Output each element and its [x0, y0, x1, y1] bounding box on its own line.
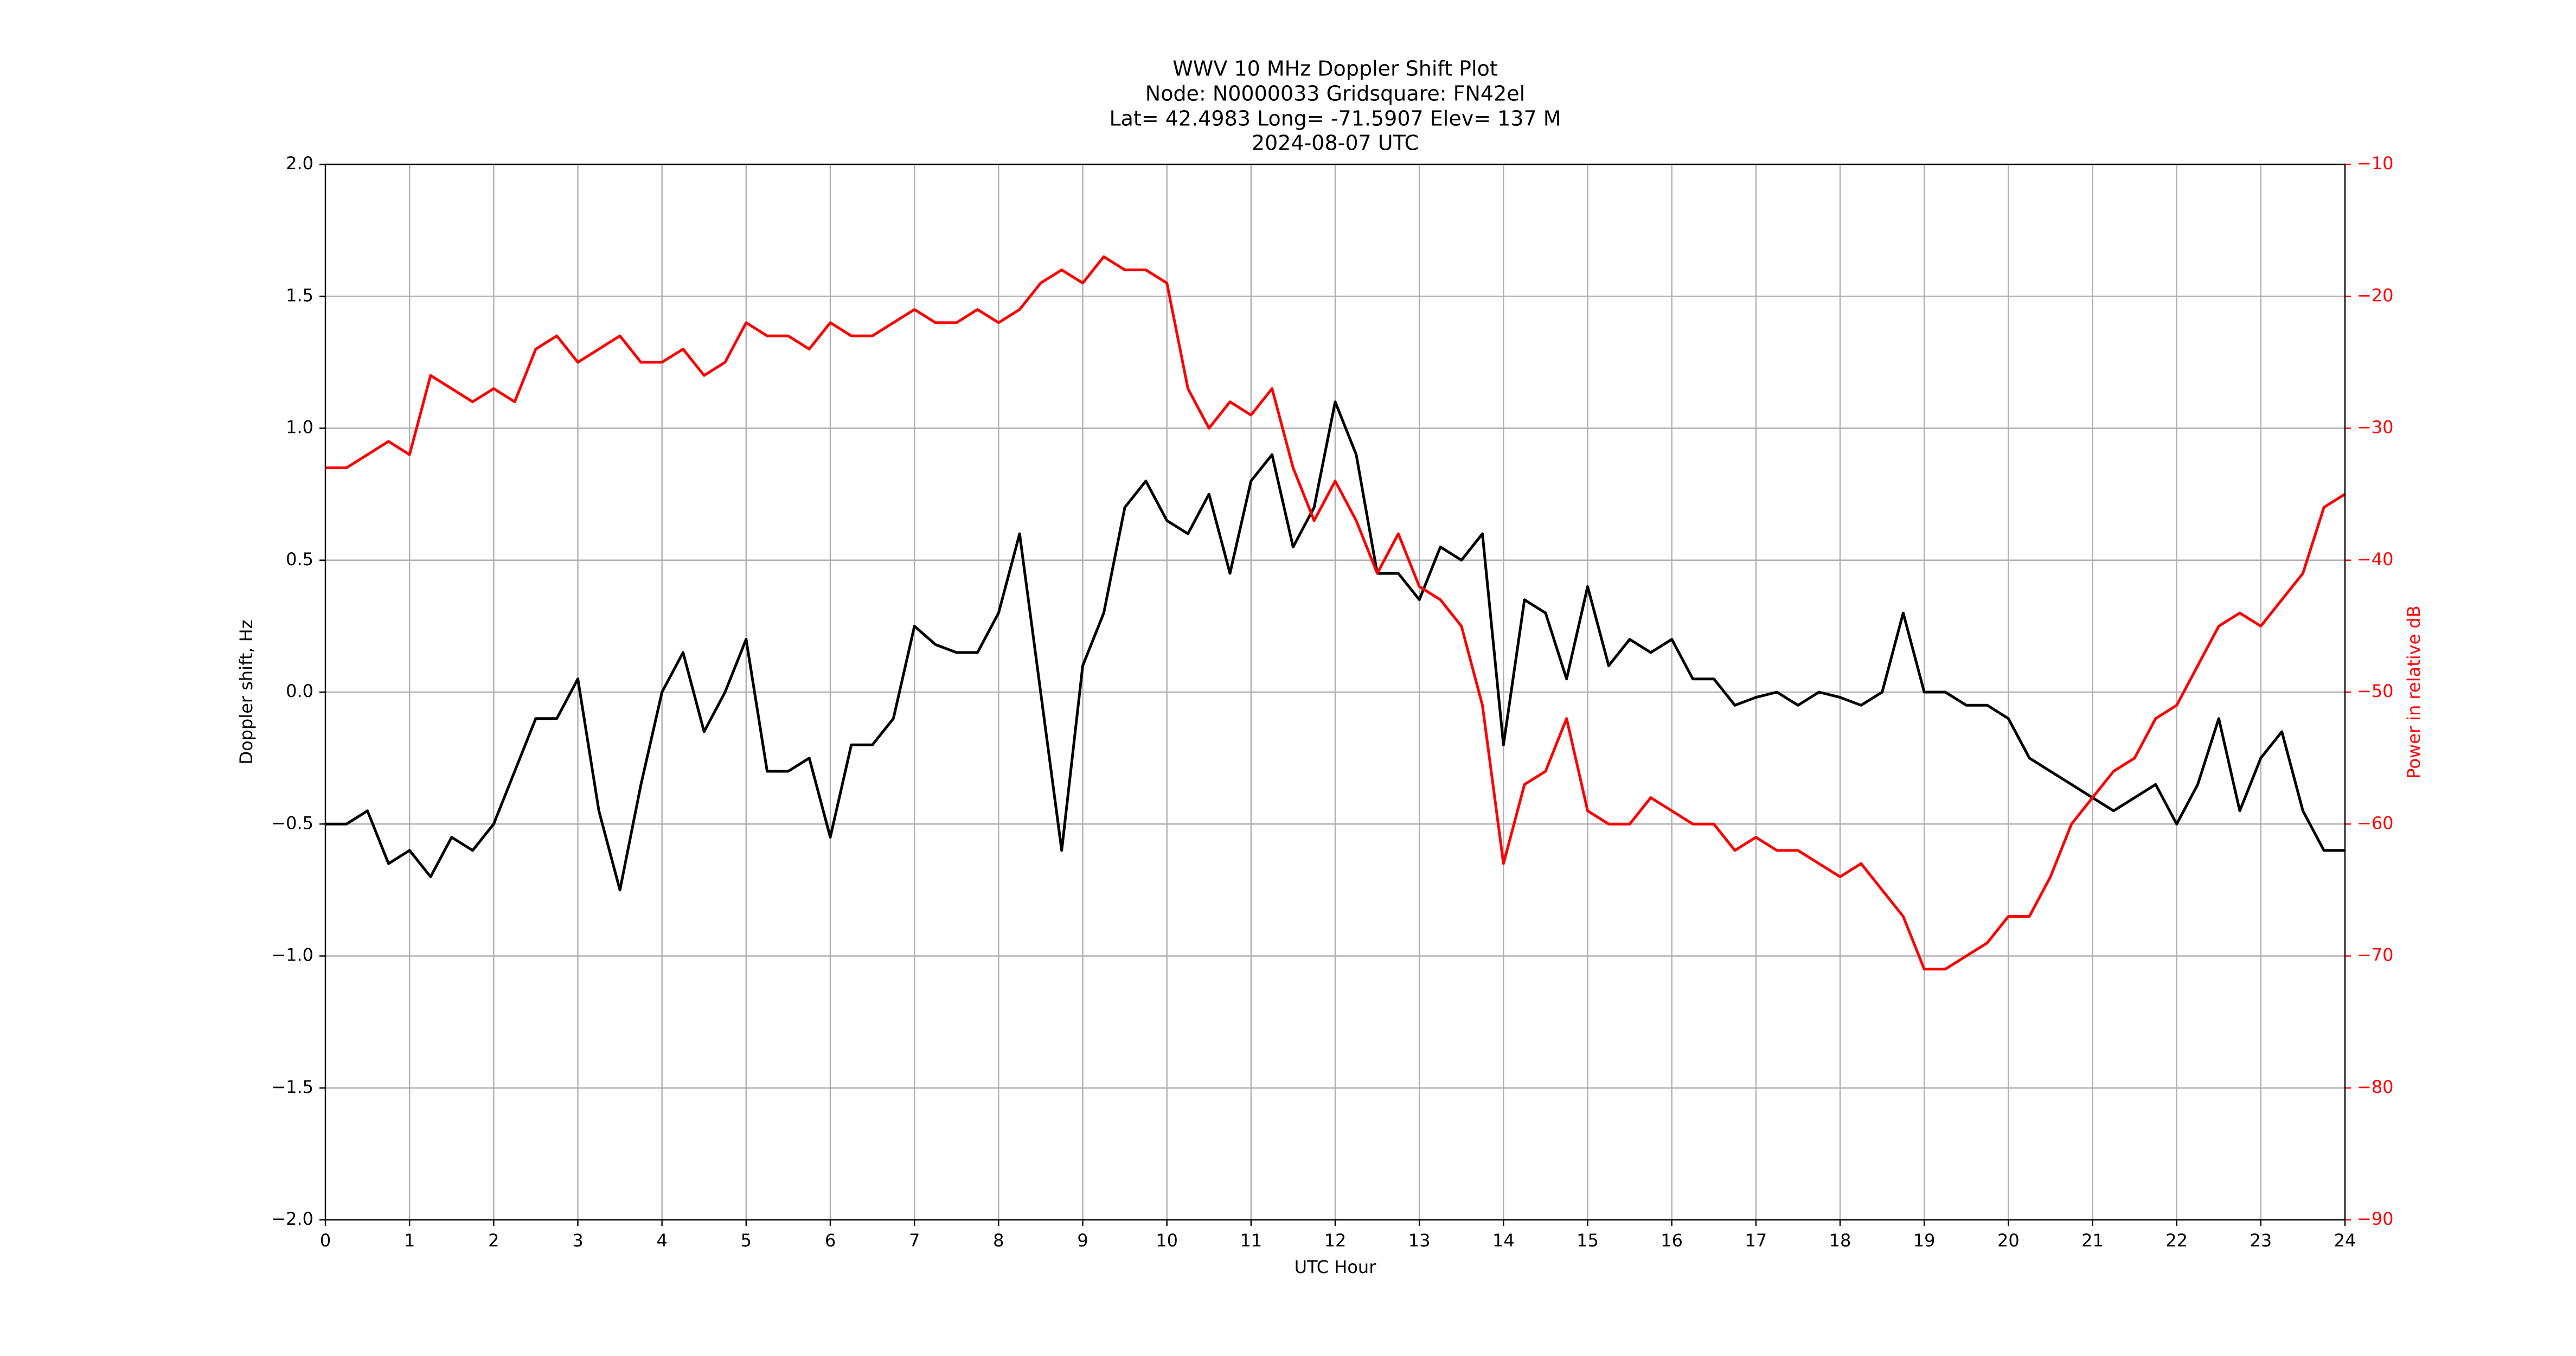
- x-tick-label: 4: [656, 1230, 667, 1251]
- x-tick-label: 7: [909, 1230, 920, 1251]
- x-tick-label: 20: [1997, 1230, 2020, 1251]
- y2-tick-label: −20: [2357, 285, 2394, 305]
- y-axis-label: Doppler shift, Hz: [236, 619, 257, 764]
- y2-tick-label: −60: [2357, 813, 2394, 833]
- x-tick-label: 15: [1577, 1230, 1599, 1251]
- y2-tick-label: −80: [2357, 1077, 2394, 1097]
- x-tick-label: 12: [1324, 1230, 1347, 1251]
- x-tick-label: 14: [1492, 1230, 1515, 1251]
- y2-axis-label: Power in relative dB: [2404, 605, 2424, 778]
- data-line: [325, 400, 2345, 892]
- x-tick-label: 9: [1077, 1230, 1088, 1251]
- x-tick-label: 16: [1661, 1230, 1683, 1251]
- y-tick-label: 2.0: [286, 153, 313, 174]
- y2-tick-label: −50: [2357, 681, 2394, 701]
- chart-subtitle: Lat= 42.4983 Long= -71.5907 Elev= 137 M: [1109, 107, 1561, 131]
- y2-tick-label: −70: [2357, 945, 2394, 965]
- x-tick-label: 23: [2250, 1230, 2272, 1251]
- y2-tick-label: −10: [2357, 153, 2394, 174]
- x-tick-label: 3: [572, 1230, 583, 1251]
- y-tick-label: 1.0: [286, 417, 313, 438]
- x-tick-label: 18: [1829, 1230, 1851, 1251]
- x-tick-label: 10: [1156, 1230, 1178, 1251]
- data-line: [325, 255, 2346, 971]
- x-tick-label: 5: [741, 1230, 752, 1251]
- y2-tick-label: −90: [2357, 1208, 2394, 1229]
- x-tick-label: 21: [2081, 1230, 2104, 1251]
- x-tick-label: 19: [1913, 1230, 1936, 1251]
- y-tick-label: 0.5: [286, 549, 313, 570]
- x-tick-label: 2: [488, 1230, 499, 1251]
- x-axis-label: UTC Hour: [1295, 1257, 1377, 1277]
- y2-tick-label: −40: [2357, 549, 2394, 570]
- y-tick-label: 0.0: [286, 681, 313, 701]
- x-tick-label: 6: [825, 1230, 836, 1251]
- chart-subtitle: Node: N0000033 Gridsquare: FN42el: [1145, 82, 1525, 106]
- y-tick-label: −1.5: [271, 1077, 313, 1097]
- x-tick-label: 22: [2165, 1230, 2188, 1251]
- x-tick-label: 11: [1240, 1230, 1262, 1251]
- x-tick-label: 8: [993, 1230, 1004, 1251]
- x-tick-label: 0: [320, 1230, 331, 1251]
- y-tick-label: −1.0: [271, 945, 313, 965]
- y-tick-label: −2.0: [271, 1208, 313, 1229]
- chart-title: WWV 10 MHz Doppler Shift Plot: [1172, 57, 1498, 81]
- y2-tick-label: −30: [2357, 417, 2394, 438]
- x-tick-label: 24: [2334, 1230, 2356, 1251]
- plot-frame: [324, 163, 2346, 1221]
- y-tick-label: −0.5: [271, 813, 313, 833]
- y-tick-label: 1.5: [286, 285, 313, 305]
- chart-subtitle: 2024-08-07 UTC: [1252, 131, 1419, 155]
- x-tick-label: 1: [404, 1230, 415, 1251]
- x-tick-label: 13: [1408, 1230, 1431, 1251]
- x-tick-label: 17: [1745, 1230, 1767, 1251]
